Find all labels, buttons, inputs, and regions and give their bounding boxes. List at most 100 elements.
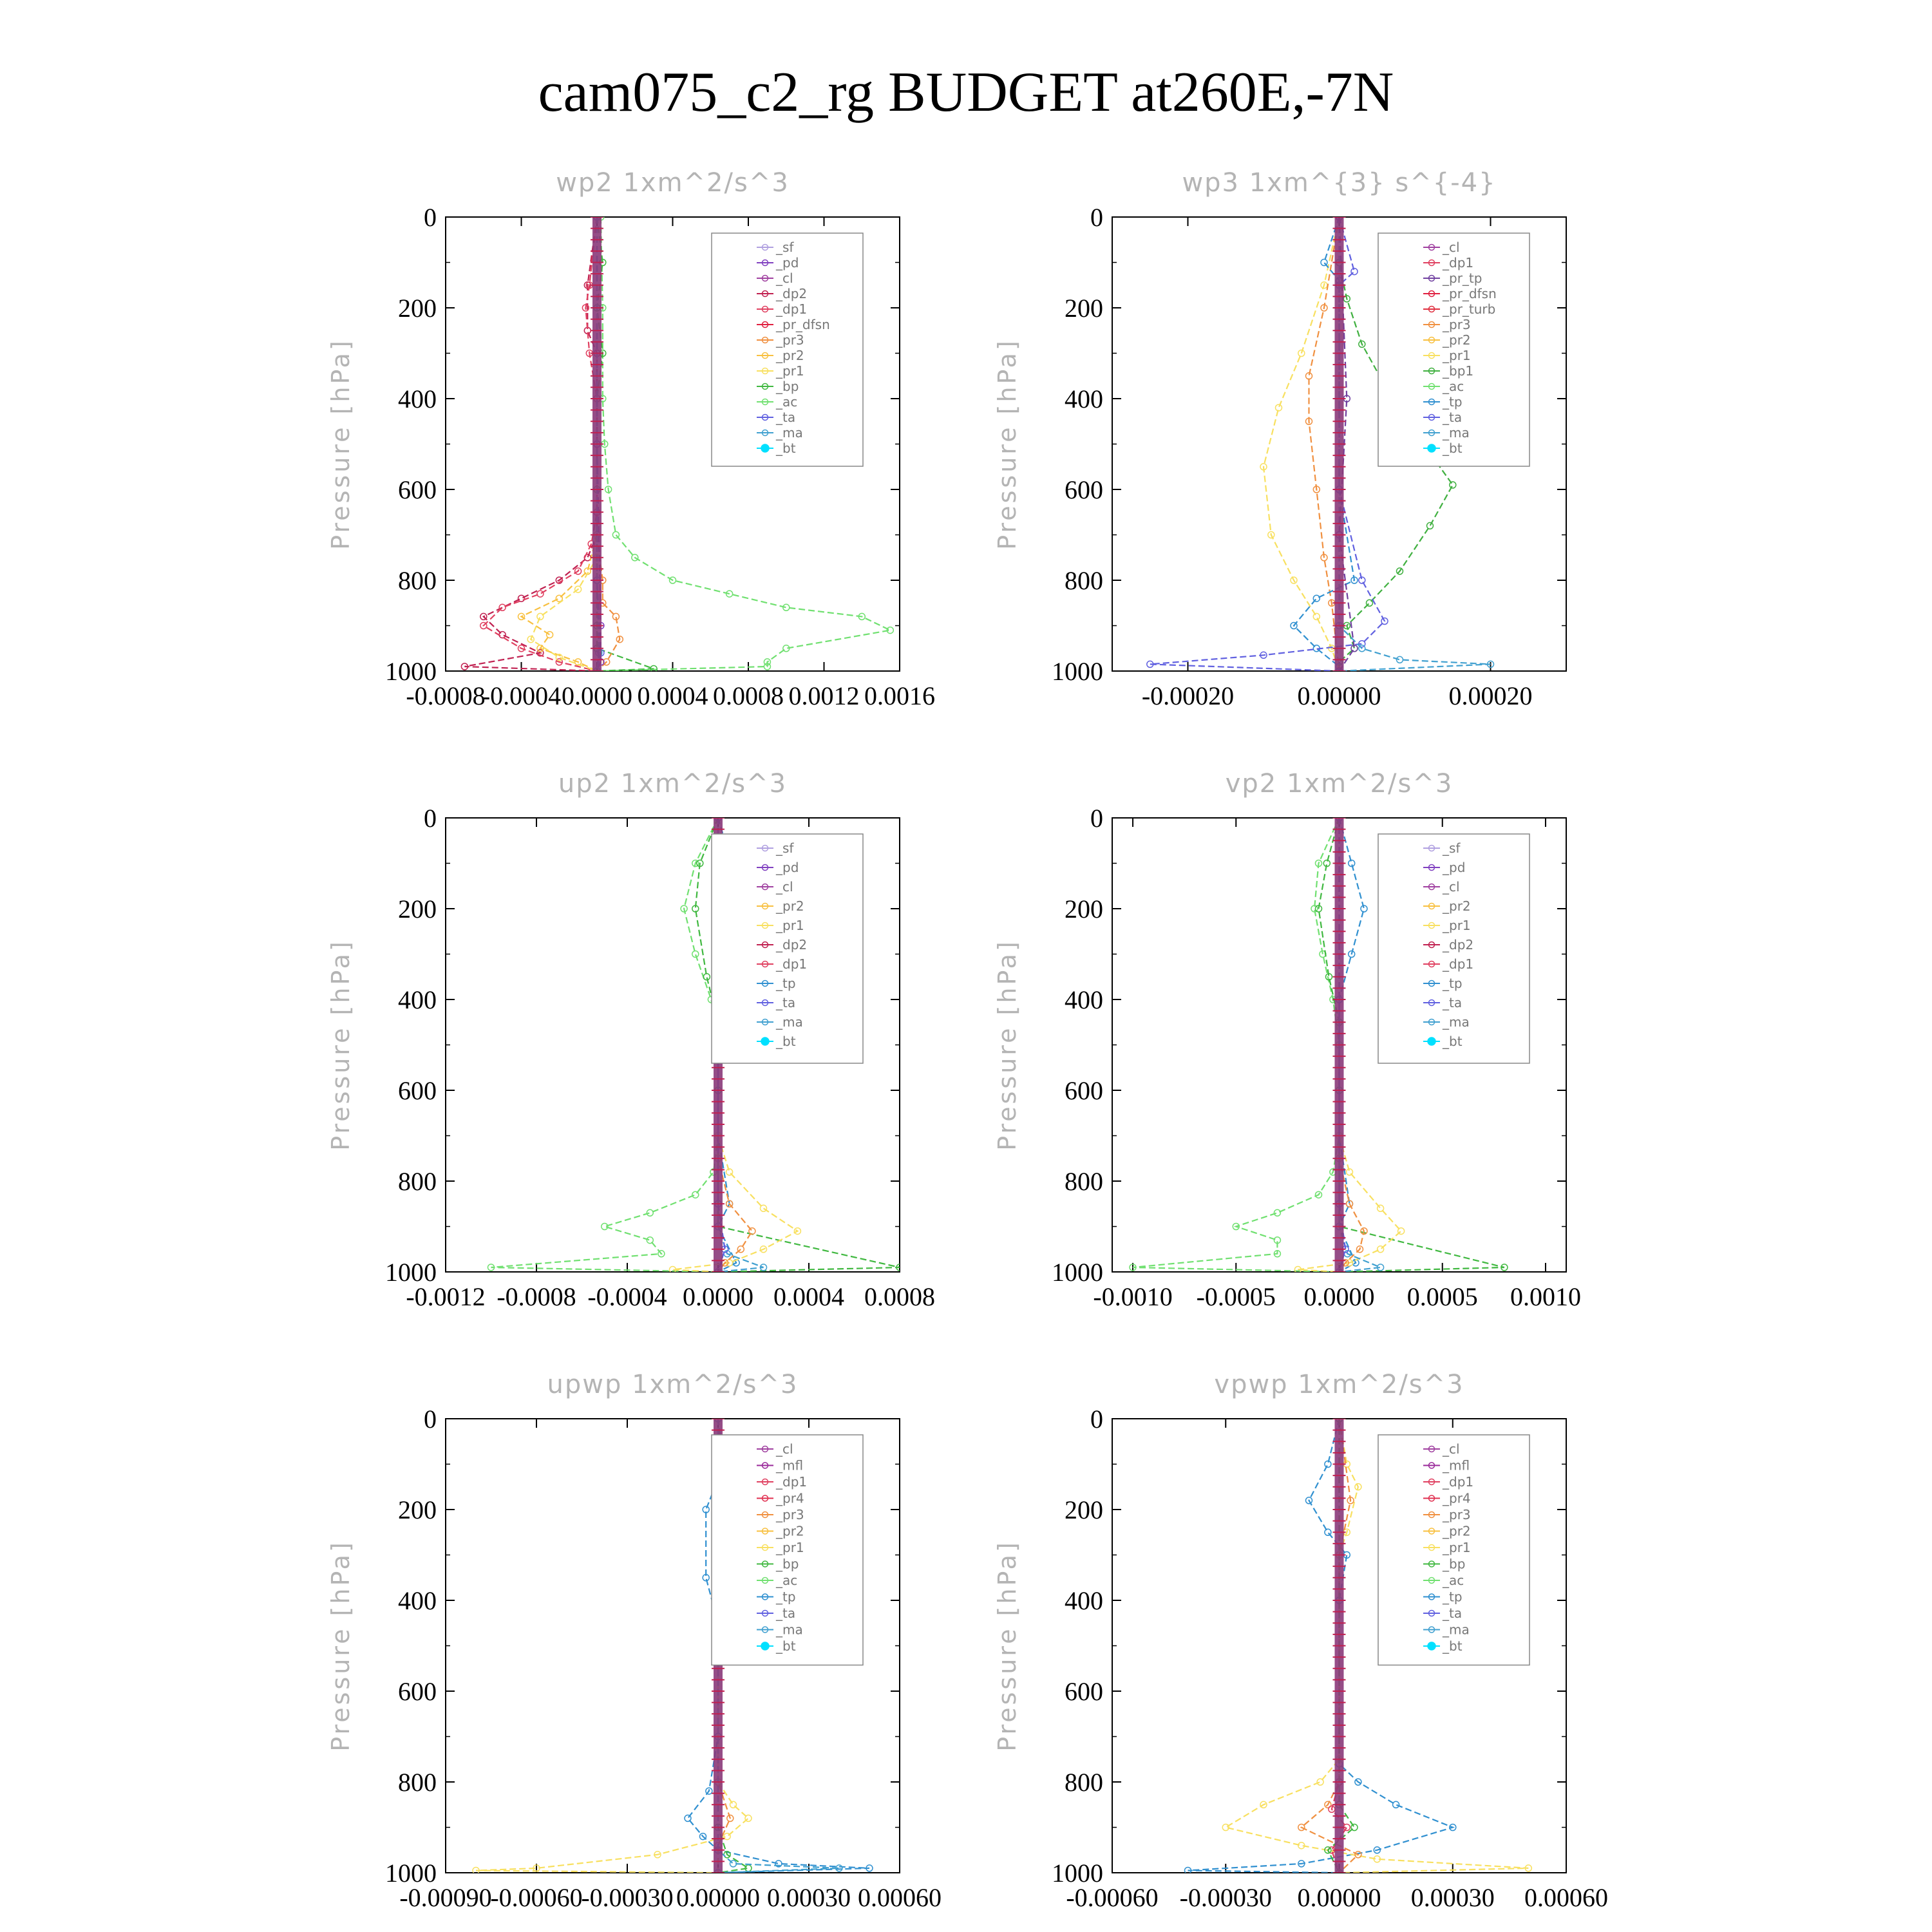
y-tick-label: 1000	[1052, 657, 1103, 686]
legend-marker-bp	[761, 1560, 769, 1567]
series-point-pr1	[1260, 463, 1267, 471]
y-tick-label: 400	[398, 384, 437, 413]
legend-marker-ma	[761, 1626, 769, 1633]
series-point-tp	[1360, 905, 1368, 913]
x-tick-label: 0.0012	[789, 681, 860, 710]
series-point-pr1	[1345, 1168, 1354, 1176]
series-point-tp	[1449, 1823, 1457, 1832]
legend-entry-ac: _ac	[775, 1573, 797, 1588]
plot-area-wp3	[1146, 217, 1495, 671]
legend-entry-pd: _pd	[775, 860, 799, 875]
series-point-bp1	[1396, 567, 1404, 575]
legend-entry-bt: _bt	[1442, 1638, 1463, 1654]
y-axis-label-up2: Pressure [hPa]	[327, 939, 355, 1151]
series-point-ta	[1146, 660, 1154, 668]
legend-entry-cl: _cl	[775, 879, 793, 895]
series-line-ta	[1150, 217, 1386, 671]
legend-marker-bt	[1427, 1037, 1436, 1046]
legend-entry-ma: _ma	[775, 425, 803, 440]
legend-marker-cl	[1428, 243, 1435, 251]
series-point-bp1	[1449, 481, 1457, 489]
legend-entry-ma: _ma	[775, 1014, 803, 1030]
panel-vpwp: vpwp 1xm^2/s^3 Pressure [hPa] 0 200 400 600 80…	[993, 1370, 1608, 1912]
series-point-dp1	[601, 1222, 609, 1231]
legend-entry-bt: _bt	[1442, 440, 1463, 456]
legend-marker-tp	[1428, 980, 1435, 987]
legend-marker-ac	[761, 398, 769, 406]
legend-marker-dp1	[761, 1478, 769, 1486]
series-point-ta	[1260, 651, 1267, 659]
x-tick-label: -0.00030	[581, 1883, 673, 1912]
x-tick-label: -0.0008	[497, 1282, 576, 1311]
x-tick-label: 0.00030	[767, 1883, 851, 1912]
legend-marker-cl	[761, 1445, 769, 1453]
legend-entry-sf: _sf	[1442, 840, 1461, 856]
series-point-tp	[684, 1814, 692, 1823]
series-point-pr1	[1316, 1778, 1324, 1786]
y-axis-label-vpwp: Pressure [hPa]	[993, 1540, 1021, 1752]
legend-marker-pr4	[1428, 1495, 1435, 1502]
series-point-ma	[1376, 1264, 1385, 1271]
legend-marker-tp	[1428, 398, 1435, 406]
series-point-ac	[763, 663, 772, 670]
legend-entry-ac: _ac	[1442, 379, 1464, 394]
legend-marker-sf	[761, 844, 769, 852]
series-point-ta	[1350, 267, 1358, 276]
y-tick-label: 600	[398, 1076, 437, 1105]
legend-entry-dp2: _dp2	[775, 937, 807, 952]
y-tick-label: 800	[1065, 1167, 1103, 1196]
x-tick-label: -0.00020	[1142, 681, 1234, 710]
x-tick-label: 0.0000	[683, 1282, 753, 1311]
series-point-tp	[702, 1574, 710, 1582]
series-point-dp1	[517, 645, 526, 652]
legend-entry-pr1: _pr1	[1442, 1540, 1471, 1555]
panel-up2: up2 1xm^2/s^3 Pressure [hPa] 0 200 400 600 800…	[327, 769, 935, 1311]
series-point-pr2	[748, 1227, 756, 1235]
series-point-dp2	[896, 1264, 900, 1271]
series-point-pr1	[536, 612, 544, 621]
legend-entry-ac: _ac	[775, 394, 797, 410]
legend-marker-pd	[1428, 864, 1435, 871]
legend-entry-ta: _ta	[775, 995, 795, 1010]
series-point-ac	[763, 658, 772, 666]
series-point-pr2	[517, 612, 526, 621]
legend-box-vpwp	[1378, 1434, 1530, 1666]
series-point-dp1	[1232, 1222, 1240, 1231]
series-point-pr1	[759, 1204, 768, 1213]
series-line-pr1	[1224, 1419, 1529, 1873]
series-point-pr2	[1356, 1245, 1364, 1253]
legend-entry-pr_dfsn: _pr_dfsn	[1442, 286, 1497, 301]
series-point-tp	[1312, 594, 1321, 602]
legend-marker-pr3	[1428, 321, 1435, 328]
legend-box-wp3	[1378, 232, 1530, 467]
legend-marker-mfl	[761, 1462, 769, 1469]
series-point-pr2	[737, 1245, 745, 1253]
legend-marker-pr1	[1428, 922, 1435, 929]
series-point-ac	[612, 531, 620, 539]
series-point-pr2	[1298, 1823, 1305, 1832]
legend-marker-dp1	[761, 960, 769, 968]
legend-marker-pr1	[761, 922, 769, 929]
series-point-pr1	[533, 1864, 540, 1872]
y-tick-label: 800	[1065, 1768, 1103, 1797]
series-point-bp1	[1365, 599, 1374, 607]
series-point-dp1	[536, 590, 544, 598]
y-tick-label: 0	[424, 1405, 437, 1434]
series-point-ma	[1396, 656, 1404, 664]
legend-entry-ma: _ma	[1442, 1622, 1470, 1638]
series-point-tp	[1324, 1528, 1332, 1537]
series-point-ma	[1486, 660, 1495, 668]
y-axis-label-upwp: Pressure [hPa]	[327, 1540, 355, 1752]
legend-entry-pr2: _pr2	[775, 348, 804, 363]
legend-marker-bt	[761, 444, 770, 453]
series-point-pr1	[759, 1245, 768, 1253]
series-point-dp1	[646, 1209, 654, 1217]
x-tick-label: -0.0010	[1093, 1282, 1172, 1311]
plot-area-vpwp	[1184, 1419, 1533, 1873]
legend-marker-ta	[1428, 999, 1435, 1007]
legend-entry-dp1: _dp1	[1442, 1474, 1473, 1490]
series-point-dp2	[1323, 859, 1331, 867]
series-point-ta	[1358, 576, 1366, 584]
y-tick-label: 800	[398, 1768, 437, 1797]
series-point-pr1	[1298, 1841, 1305, 1850]
